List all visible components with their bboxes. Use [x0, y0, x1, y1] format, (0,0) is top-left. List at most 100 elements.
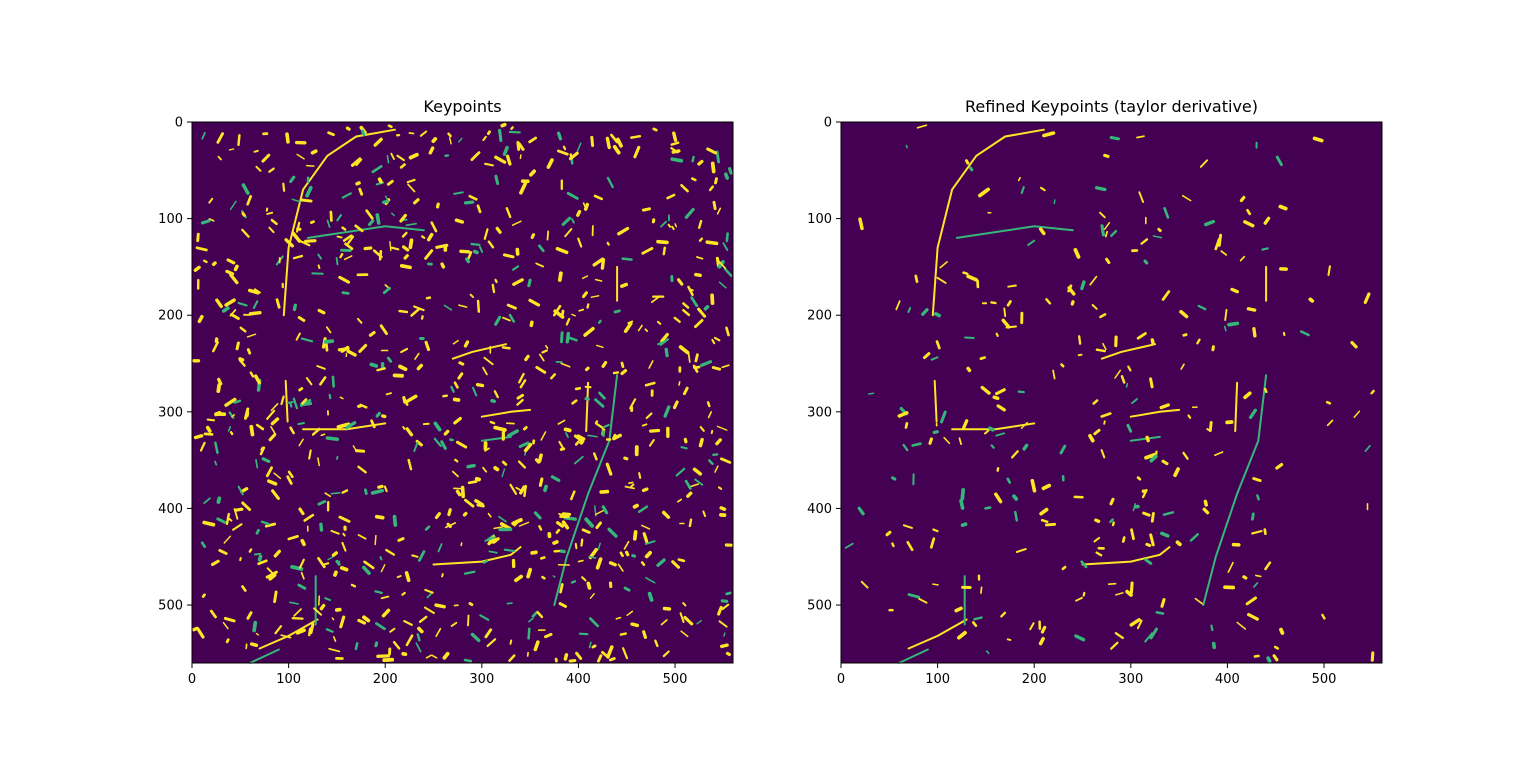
- keypoint-mark: [1059, 444, 1067, 455]
- keypoint-mark: [589, 593, 595, 599]
- keypoint-mark: [858, 217, 864, 231]
- keypoint-mark: [680, 630, 689, 638]
- keypoint-mark: [265, 466, 274, 478]
- keypoint-mark: [692, 365, 701, 369]
- keypoint-mark: [1078, 335, 1082, 345]
- keypoint-mark: [680, 446, 688, 450]
- keypoint-mark: [214, 441, 219, 455]
- keypoint-mark: [617, 563, 624, 572]
- keypoint-mark: [566, 336, 578, 342]
- keypoint-mark: [988, 426, 995, 432]
- keypoint-mark: [416, 633, 421, 642]
- keypoint-mark: [723, 632, 726, 637]
- keypoint-mark: [488, 550, 498, 554]
- keypoint-mark: [462, 511, 468, 517]
- keypoint-mark: [403, 619, 413, 626]
- keypoint-mark: [857, 506, 865, 516]
- keypoint-mark: [594, 398, 605, 408]
- keypoint-mark: [994, 492, 1003, 504]
- keypoint-mark: [670, 157, 684, 163]
- keypoint-mark: [326, 219, 331, 228]
- keypoint-mark: [596, 344, 604, 348]
- keypoint-mark: [671, 225, 675, 231]
- y-tick-label: 0: [175, 116, 183, 131]
- keypoint-mark: [415, 642, 422, 653]
- keypoint-mark: [339, 396, 344, 400]
- keypoint-mark: [1230, 287, 1239, 294]
- keypoint-mark: [268, 167, 275, 173]
- keypoint-mark: [671, 560, 681, 569]
- keypoint-mark: [512, 278, 524, 286]
- keypoint-mark: [208, 197, 214, 204]
- keypoint-mark: [341, 541, 347, 552]
- keypoint-mark: [437, 543, 443, 553]
- keypoint-mark: [460, 542, 463, 547]
- keypoint-mark: [282, 182, 286, 192]
- keypoint-mark: [333, 570, 338, 577]
- keypoint-mark: [253, 374, 262, 385]
- keypoint-mark: [932, 528, 939, 533]
- keypoint-mark: [340, 345, 350, 353]
- keypoint-mark: [229, 273, 239, 285]
- keypoint-mark: [295, 221, 301, 233]
- keypoint-mark: [1217, 233, 1223, 247]
- keypoint-mark: [339, 566, 349, 572]
- y-tick-label: 100: [807, 212, 832, 227]
- keypoint-mark: [506, 429, 519, 438]
- keypoint-mark: [725, 326, 730, 337]
- keypoint-mark: [632, 503, 639, 509]
- keypoint-mark: [939, 261, 948, 269]
- keypoint-mark: [584, 366, 590, 372]
- keypoint-mark: [1312, 136, 1324, 143]
- keypoint-mark: [402, 245, 410, 252]
- keypoint-mark: [421, 235, 426, 239]
- keypoint-mark: [341, 226, 347, 231]
- keypoint-mark: [1073, 247, 1081, 259]
- keypoint-mark: [270, 403, 279, 412]
- keypoint-mark: [201, 593, 206, 598]
- keypoint-mark: [399, 213, 407, 223]
- keypoint-mark: [418, 615, 428, 623]
- keypoint-mark: [1256, 494, 1260, 501]
- keypoint-mark: [434, 512, 441, 520]
- y-tick-label: 200: [158, 309, 183, 324]
- keypoint-mark: [417, 626, 424, 634]
- keypoint-edge: [907, 618, 968, 650]
- keypoint-mark: [1020, 186, 1025, 195]
- keypoint-mark: [502, 316, 511, 322]
- keypoint-mark: [609, 657, 616, 662]
- keypoint-mark: [1214, 451, 1224, 457]
- keypoint-mark: [561, 520, 570, 530]
- keypoint-mark: [1273, 645, 1280, 650]
- keypoint-mark: [529, 169, 537, 177]
- keypoint-mark: [1109, 497, 1115, 506]
- keypoint-mark: [1326, 419, 1334, 427]
- keypoint-mark: [222, 621, 229, 630]
- keypoint-mark: [265, 570, 278, 579]
- keypoint-mark: [317, 457, 320, 467]
- keypoint-mark: [252, 300, 259, 309]
- keypoint-mark: [656, 558, 666, 567]
- keypoint-mark: [325, 436, 340, 441]
- keypoint-mark: [357, 534, 367, 540]
- y-tick-label: 300: [807, 405, 832, 420]
- keypoint-mark: [570, 580, 577, 584]
- keypoint-mark: [500, 122, 507, 128]
- keypoint-mark: [623, 540, 630, 550]
- keypoint-mark: [676, 498, 683, 503]
- keypoint-mark: [580, 538, 584, 547]
- keypoint-mark: [199, 441, 206, 452]
- keypoint-mark: [291, 198, 302, 203]
- keypoint-mark: [1246, 307, 1257, 312]
- keypoint-mark: [690, 177, 697, 182]
- keypoint-mark: [238, 359, 246, 367]
- keypoint-mark: [239, 557, 242, 562]
- keypoint-mark: [354, 642, 359, 651]
- keypoint-mark: [505, 206, 512, 219]
- keypoint-mark: [1208, 421, 1213, 432]
- keypoint-mark: [1363, 292, 1371, 304]
- keypoint-mark: [443, 304, 453, 311]
- keypoint-mark: [590, 135, 595, 147]
- keypoint-mark: [410, 307, 421, 317]
- keypoint-mark: [357, 404, 363, 408]
